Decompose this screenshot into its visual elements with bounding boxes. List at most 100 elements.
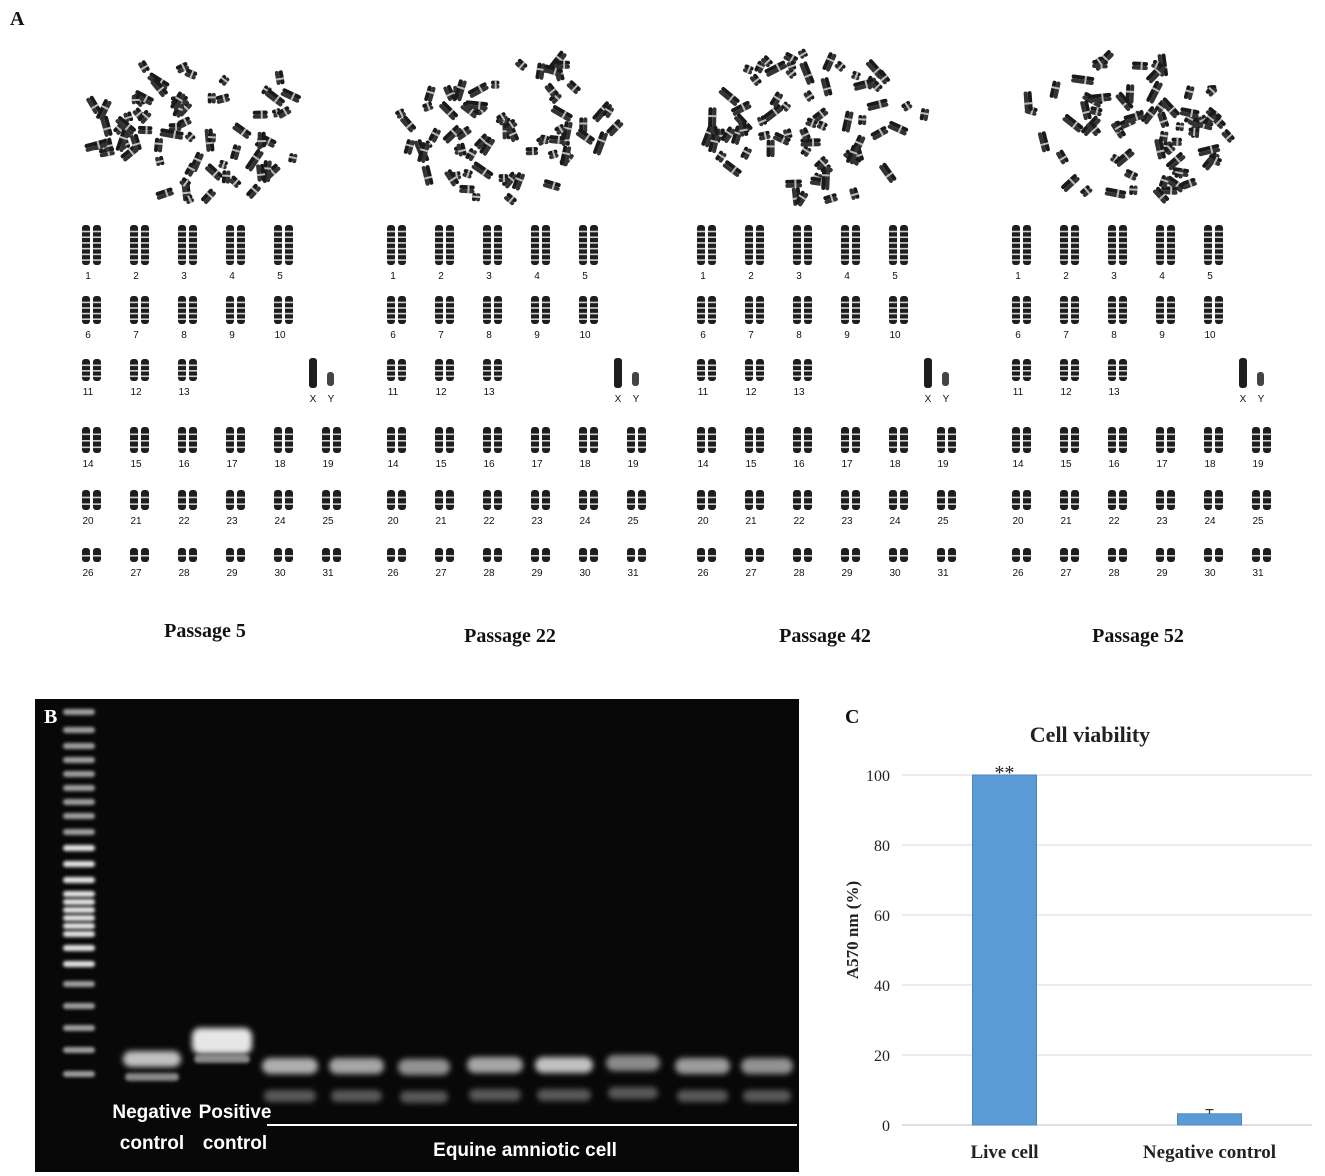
chromosome	[1108, 490, 1116, 510]
chromosome	[333, 490, 341, 510]
significance-annotation: **	[995, 762, 1015, 784]
negative-control-label-line2: control	[119, 1133, 185, 1154]
y-chromosome	[327, 372, 334, 386]
chromosome	[1023, 490, 1031, 510]
ladder-band	[63, 907, 95, 913]
equine-amniotic-cell-label: Equine amniotic cell	[433, 1140, 617, 1161]
chromosome-number: 4	[229, 271, 235, 282]
chromosome-number: 6	[1015, 330, 1021, 341]
metaphase-spread	[395, 50, 624, 206]
chromosome-number: 12	[435, 387, 447, 398]
chart-bars: **	[972, 762, 1242, 1126]
chromosome-number: 8	[1111, 330, 1117, 341]
karyotype-panel: 1 2 3 4 5 6 7 8 9 10 11 12 13 14 15 16 17 18 19 20 21 22 23 24 2…	[990, 10, 1300, 610]
chromosome	[542, 490, 550, 510]
chromosome-number: 9	[1159, 330, 1165, 341]
ladder-band	[63, 1047, 95, 1053]
chromosome-number: 23	[531, 516, 543, 527]
gel-band	[398, 1059, 450, 1075]
chromosome-number: 7	[748, 330, 754, 341]
gel-band	[123, 1051, 181, 1067]
chromosome-number: 4	[534, 271, 540, 282]
chromosome-number: 30	[579, 568, 591, 579]
sex-chromosome-label: X	[310, 394, 317, 405]
ladder-band	[63, 813, 95, 819]
chromosome-number: 24	[274, 516, 286, 527]
chromosome-number: 19	[322, 459, 334, 470]
chromosome-number: 17	[531, 459, 543, 470]
chromosome	[889, 490, 897, 510]
chromosome	[937, 490, 945, 510]
chromosome	[483, 490, 491, 510]
chromosome-number: 3	[1111, 271, 1117, 282]
chromosome-number: 26	[697, 568, 709, 579]
chromosome	[435, 490, 443, 510]
gel-electrophoresis-image: B Negative control Positive control Equi…	[35, 699, 799, 1172]
chromosome-number: 9	[534, 330, 540, 341]
chromosome-number: 23	[1156, 516, 1168, 527]
chromosome-number: 5	[277, 271, 283, 282]
bar	[1177, 1113, 1242, 1126]
chromosome-number: 24	[579, 516, 591, 527]
chromosome	[274, 490, 282, 510]
chromosome-number: 21	[130, 516, 142, 527]
ladder-band	[63, 829, 95, 835]
chromosome-number: 23	[226, 516, 238, 527]
chromosome-number: 11	[1013, 387, 1024, 398]
sex-chromosome-label: Y	[633, 394, 640, 405]
sex-chromosome-label: Y	[1258, 394, 1265, 405]
chromosome-number: 20	[1012, 516, 1024, 527]
chromosome-number: 7	[438, 330, 444, 341]
y-tick-label: 80	[874, 838, 890, 855]
karyotype-panel: 1 2 3 4 5 6 7 8 9 10 11 12 13 14 15 16 17 18 19 20 21 22 23 24 2…	[365, 10, 675, 610]
chromosome-number: 24	[889, 516, 901, 527]
chromosome-number: 22	[1108, 516, 1120, 527]
chromosome-number: 25	[1252, 516, 1264, 527]
chromosome-number: 1	[85, 271, 91, 282]
ladder-band	[63, 877, 95, 883]
y-tick-label: 0	[882, 1118, 890, 1135]
ladder-band	[63, 861, 95, 867]
chromosome	[579, 490, 587, 510]
chromosome	[590, 490, 598, 510]
passage-label: Passage 22	[464, 625, 556, 647]
chromosome-number: 22	[483, 516, 495, 527]
chromosome	[804, 490, 812, 510]
chromosome-number: 19	[1252, 459, 1264, 470]
chromosome-number: 31	[627, 568, 639, 579]
chromosome-number: 15	[435, 459, 447, 470]
chromosome-number: 10	[274, 330, 286, 341]
chromosome-number: 17	[226, 459, 238, 470]
chromosome-number: 3	[796, 271, 802, 282]
ladder-band	[63, 891, 95, 897]
chromosome-number: 21	[435, 516, 447, 527]
chromosome	[1060, 490, 1068, 510]
chromosome-number: 7	[133, 330, 139, 341]
y-chromosome	[1257, 372, 1264, 386]
chromosome-number: 28	[1108, 568, 1120, 579]
chromosome	[697, 490, 705, 510]
chromosome	[226, 490, 234, 510]
chromosome-number: 3	[486, 271, 492, 282]
gel-band	[535, 1057, 593, 1073]
panel-a-letter: A	[10, 8, 25, 30]
chromosome-number: 22	[178, 516, 190, 527]
chromosome-number: 30	[274, 568, 286, 579]
chromosome	[82, 490, 90, 510]
ladder-band	[63, 981, 95, 987]
chromosome	[948, 490, 956, 510]
gel-band-lower	[400, 1091, 448, 1103]
chromosome-number: 20	[697, 516, 709, 527]
gel-band-lower	[194, 1055, 250, 1063]
chromosome-number: 29	[531, 568, 543, 579]
gel-band-lower	[331, 1090, 382, 1102]
chromosome	[237, 490, 245, 510]
chromosome-number: 17	[1156, 459, 1168, 470]
chromosome	[852, 490, 860, 510]
ladder-band	[63, 1071, 95, 1077]
positive-control-label: Positive control	[180, 1097, 290, 1159]
chromosome-number: 16	[793, 459, 805, 470]
